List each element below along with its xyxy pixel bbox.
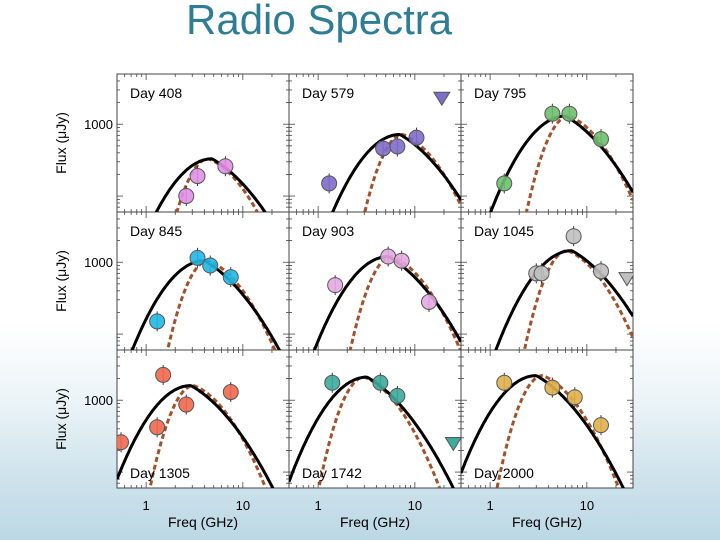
- panel-8: Day 1742: [288, 349, 462, 489]
- data-point: [496, 374, 513, 391]
- data-point: [393, 252, 410, 269]
- day-label: Day 903: [302, 223, 354, 239]
- data-point: [420, 293, 437, 310]
- dashed-model-curve: [348, 255, 461, 350]
- data-point: [544, 105, 561, 122]
- data-point: [496, 175, 513, 192]
- panel-9: Day 2000: [460, 349, 634, 489]
- day-label: Day 795: [474, 85, 526, 101]
- data-point: [372, 374, 389, 391]
- day-label: Day 408: [130, 85, 182, 101]
- panel-content: [117, 364, 275, 488]
- data-point: [178, 396, 195, 413]
- data-point: [178, 188, 195, 205]
- slide-title: Radio Spectra: [186, 0, 453, 43]
- x-tick-label: 10: [236, 498, 250, 513]
- y-axis-title: Flux (μJy): [53, 250, 69, 312]
- data-point: [149, 313, 166, 330]
- y-tick-label: 1000: [84, 393, 113, 408]
- y-tick-label: 1000: [84, 117, 113, 132]
- x-tick-label: 10: [580, 498, 594, 513]
- panel-3: Day 795: [460, 73, 634, 213]
- x-tick-label: 10: [408, 498, 422, 513]
- x-axis-title: Freq (GHz): [512, 514, 582, 530]
- data-point: [217, 158, 234, 175]
- data-point: [566, 389, 583, 406]
- data-point: [565, 228, 582, 245]
- data-point: [389, 387, 406, 404]
- day-label: Day 1742: [302, 465, 362, 481]
- data-point: [375, 140, 392, 157]
- day-label: Day 845: [130, 223, 182, 239]
- data-point: [222, 269, 239, 286]
- data-point: [324, 374, 341, 391]
- upper-limit-marker: [444, 436, 461, 452]
- panel-7: Day 1305: [116, 349, 290, 489]
- x-tick-label: 1: [143, 498, 150, 513]
- panel-content: [130, 247, 282, 350]
- panel-content: [154, 156, 267, 212]
- panel-content: [312, 246, 461, 350]
- x-tick-label: 1: [487, 498, 494, 513]
- data-point: [155, 366, 172, 383]
- data-point: [222, 384, 239, 401]
- panel-content: [461, 372, 625, 488]
- y-axis-title: Flux (μJy): [53, 388, 69, 450]
- data-point: [592, 131, 609, 148]
- data-point: [592, 417, 609, 434]
- x-axis-title: Freq (GHz): [168, 514, 238, 530]
- solid-model-curve: [154, 157, 267, 212]
- data-point: [380, 248, 397, 265]
- data-point: [189, 249, 206, 266]
- panel-4: Day 845: [116, 211, 290, 351]
- data-point: [117, 434, 130, 451]
- solid-model-curve: [331, 133, 461, 212]
- data-point: [561, 105, 578, 122]
- data-point: [149, 419, 166, 436]
- dashed-model-curve: [522, 249, 633, 350]
- data-point: [189, 168, 206, 185]
- day-label: Day 579: [302, 85, 354, 101]
- x-axis-title: Freq (GHz): [340, 514, 410, 530]
- plot-frame: [116, 73, 634, 489]
- data-point: [533, 265, 550, 282]
- panel-content: [489, 103, 633, 212]
- day-label: Day 1305: [130, 465, 190, 481]
- dashed-model-curve: [148, 384, 268, 488]
- day-label: Day 1045: [474, 223, 534, 239]
- upper-limit-marker: [432, 91, 451, 107]
- data-point: [544, 379, 561, 396]
- x-tick-label: 1: [315, 498, 322, 513]
- panel-content: [494, 226, 633, 350]
- y-axis-title: Flux (μJy): [53, 112, 69, 174]
- upper-limit-marker: [618, 272, 633, 287]
- data-point: [327, 277, 344, 294]
- day-label: Day 2000: [474, 465, 534, 481]
- panel-5: Day 903: [288, 211, 462, 351]
- data-point: [592, 263, 609, 280]
- panel-2: Day 579: [288, 73, 462, 213]
- solid-model-curve: [117, 384, 275, 488]
- panel-content: [321, 91, 461, 212]
- solid-model-curve: [494, 249, 633, 350]
- panel-content: [289, 372, 461, 488]
- panel-1: Day 408: [116, 73, 290, 213]
- dashed-model-curve: [166, 259, 277, 350]
- data-point: [202, 257, 219, 274]
- dashed-model-curve: [317, 375, 442, 488]
- panel-6: Day 1045: [460, 211, 634, 351]
- data-point: [408, 129, 425, 146]
- data-point: [389, 138, 406, 155]
- data-point: [321, 175, 338, 192]
- y-tick-label: 1000: [84, 255, 113, 270]
